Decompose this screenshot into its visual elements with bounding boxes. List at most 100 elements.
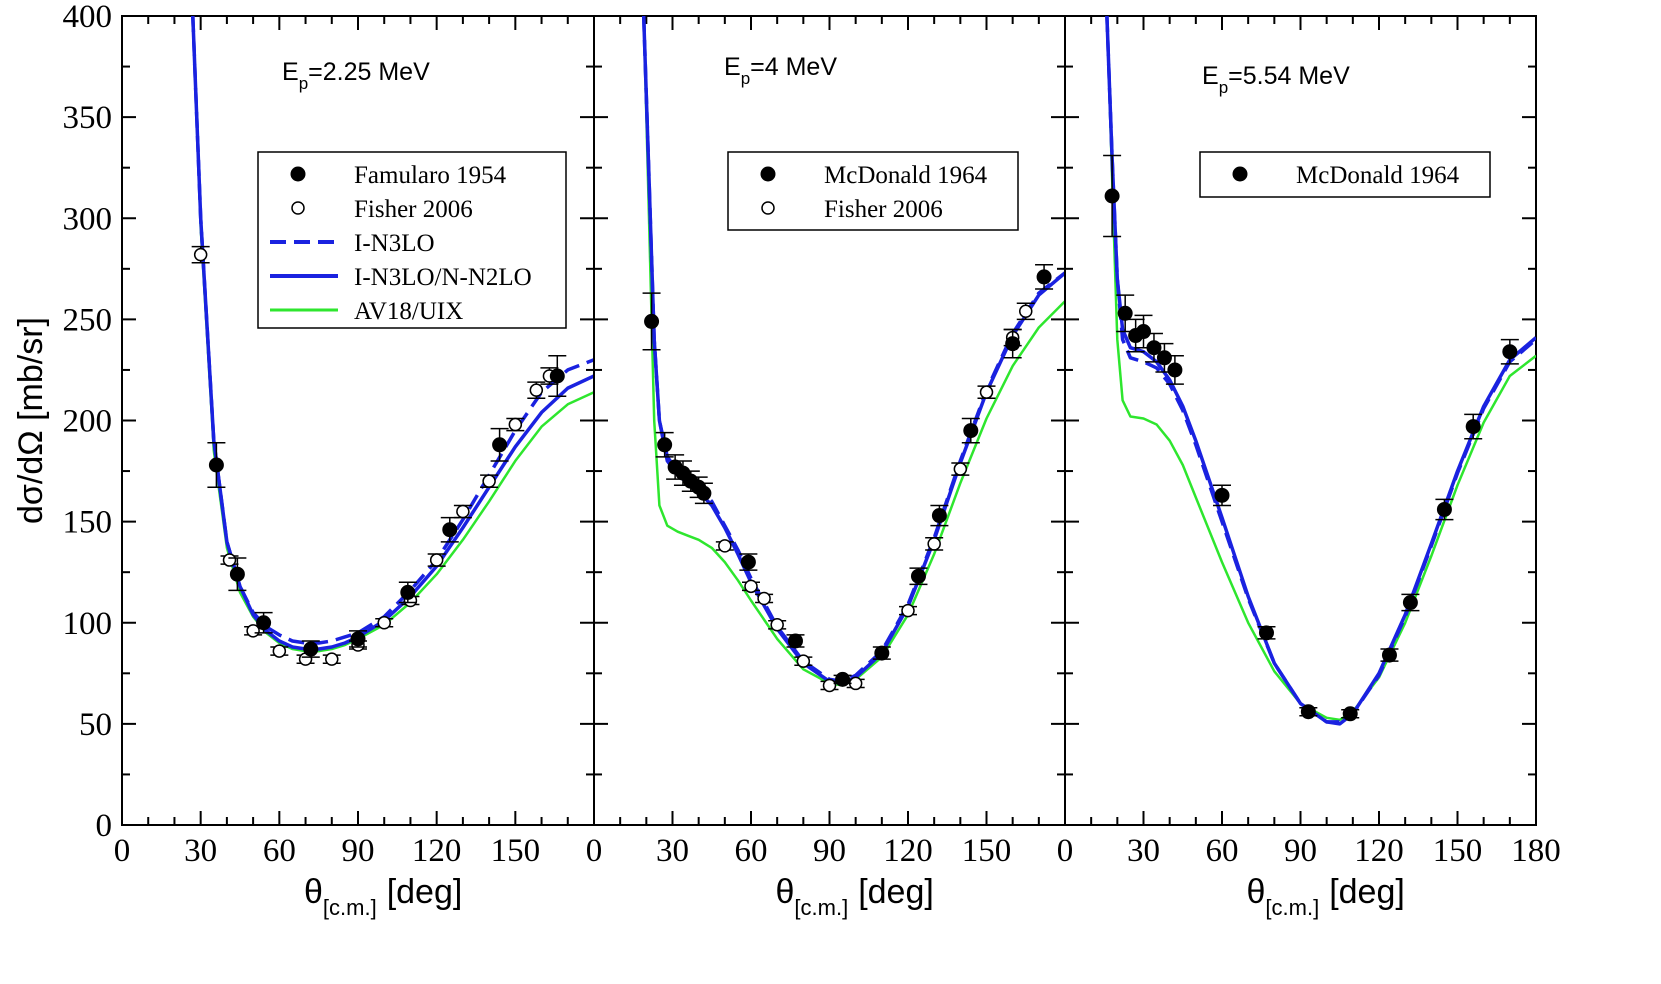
data-point-open xyxy=(927,537,941,551)
panel-title-sub: p xyxy=(741,69,750,88)
panel-title-value: =5.54 MeV xyxy=(1228,62,1350,90)
data-point-filled xyxy=(400,584,416,600)
x-axis-title: θ[c.m.] [deg] xyxy=(1247,873,1405,920)
panel-title: Ep=4 MeV xyxy=(724,53,837,88)
data-point-open xyxy=(429,553,444,567)
data-point-open xyxy=(325,652,339,666)
data-point-open xyxy=(377,616,391,630)
panel-2: 0 30 60 90 120 150 θ[c.m.] [deg] Ep=4 MeV McDonal… xyxy=(586,15,1066,920)
data-point-filled xyxy=(931,508,947,524)
curve-i-n3lo-n-n2lo xyxy=(191,16,594,651)
data-point-filled xyxy=(1436,501,1452,517)
panel-title: Ep=2.25 MeV xyxy=(282,58,430,93)
y-tick-label: 300 xyxy=(63,201,113,237)
legend-label: I-N3LO xyxy=(354,230,435,257)
data-point-filled xyxy=(910,568,926,584)
y-axis-title: dσ/dΩ [mb/sr] xyxy=(12,317,50,524)
x-tick-label: 90 xyxy=(813,833,846,869)
legend-marker-open xyxy=(291,201,305,215)
data-point-filled xyxy=(1300,704,1316,720)
data-point-filled xyxy=(740,554,756,570)
x-tick-label: 0 xyxy=(114,833,131,869)
legend: Famularo 1954 Fisher 2006 I-N3LO I-N3LO/N-N… xyxy=(257,151,567,329)
x-axis-title-sub: [c.m.] xyxy=(323,895,377,920)
data-point-filled xyxy=(874,645,890,661)
data-point-open xyxy=(953,462,968,476)
panel-1: 0 30 60 90 120 150 0 50 100 150 200 250 300 350 400 θ[c… xyxy=(63,0,595,920)
data-point-open xyxy=(246,624,260,638)
x-axis-title-sub: [c.m.] xyxy=(794,895,848,920)
panel-title-value: =4 MeV xyxy=(750,53,837,81)
data-point-filled xyxy=(442,522,458,538)
x-axis-title-sub: [c.m.] xyxy=(1265,895,1319,920)
curve-av18-uix xyxy=(642,16,1065,687)
curves-group xyxy=(191,16,594,653)
panel-title-sub: p xyxy=(299,74,308,93)
x-tick-label: 90 xyxy=(342,833,375,869)
data-point-filled xyxy=(1381,647,1397,663)
data-point-open xyxy=(482,474,496,488)
y-tick-label: 150 xyxy=(63,505,113,541)
x-tick-label: 60 xyxy=(735,833,768,869)
curves-group xyxy=(641,16,1065,687)
x-axis-title-theta: θ xyxy=(1247,873,1266,911)
data-point-filled xyxy=(1258,625,1274,641)
x-axis-title-theta: θ xyxy=(776,873,795,911)
data-point-open xyxy=(222,553,237,567)
x-tick-label: 150 xyxy=(962,833,1012,869)
panel-title: Ep=5.54 MeV xyxy=(1202,62,1350,97)
data-point-open xyxy=(456,504,470,519)
data-group xyxy=(191,245,567,666)
legend-label: AV18/UIX xyxy=(354,298,463,325)
legend-marker-filled xyxy=(760,166,776,182)
curve-i-n3lo xyxy=(641,16,1065,684)
x-tick-label: 30 xyxy=(656,833,689,869)
panel-frame xyxy=(593,15,1066,826)
curve-i-n3lo-n-n2lo xyxy=(641,16,1065,686)
y-tick-label: 100 xyxy=(63,606,113,642)
x-tick-label: 120 xyxy=(412,833,462,869)
data-point-open xyxy=(757,591,771,606)
data-point-filled xyxy=(1005,336,1021,352)
legend: McDonald 1964 Fisher 2006 xyxy=(727,151,1019,231)
data-point-filled xyxy=(229,566,245,582)
data-point-filled xyxy=(350,631,366,647)
data-point-filled xyxy=(1167,362,1183,378)
x-tick-label: 150 xyxy=(491,833,541,869)
panel-title-e: E xyxy=(1202,62,1219,90)
data-point-open xyxy=(272,644,287,658)
data-point-open xyxy=(744,579,758,594)
x-axis-title: θ[c.m.] [deg] xyxy=(304,873,462,920)
legend-label: McDonald 1964 xyxy=(1296,162,1460,189)
data-point-filled xyxy=(1465,419,1481,435)
y-tick-label: 200 xyxy=(63,404,113,440)
legend: McDonald 1964 xyxy=(1199,151,1491,198)
x-axis-title: θ[c.m.] [deg] xyxy=(776,873,934,920)
data-point-open xyxy=(718,539,732,553)
x-axis-title-theta: θ xyxy=(304,873,323,911)
data-point-filled xyxy=(787,633,803,649)
x-tick-label: 150 xyxy=(1433,833,1483,869)
data-point-open xyxy=(1019,304,1033,319)
x-tick-label: 0 xyxy=(1057,833,1074,869)
x-axis-title-unit: [deg] xyxy=(387,873,463,911)
curve-av18-uix xyxy=(1105,16,1536,722)
y-tick-label: 0 xyxy=(96,808,113,844)
legend-marker-filled xyxy=(290,166,306,182)
panel-title-value: =2.25 MeV xyxy=(308,58,430,86)
data-point-filled xyxy=(1104,188,1120,204)
x-axis-title-unit: [deg] xyxy=(1329,873,1405,911)
y-tick-label: 250 xyxy=(63,302,113,338)
y-tick-label: 400 xyxy=(63,0,113,35)
x-tick-label: 120 xyxy=(1354,833,1404,869)
curve-av18-uix xyxy=(191,16,594,653)
x-tick-label: 90 xyxy=(1284,833,1317,869)
data-point-filled xyxy=(256,615,272,631)
legend-label: I-N3LO/N-N2LO xyxy=(354,264,532,291)
legend-frame xyxy=(1199,151,1491,198)
x-tick-label: 60 xyxy=(263,833,296,869)
data-point-filled xyxy=(835,671,851,687)
legend-frame xyxy=(727,151,1019,231)
legend-marker-open xyxy=(761,201,775,215)
